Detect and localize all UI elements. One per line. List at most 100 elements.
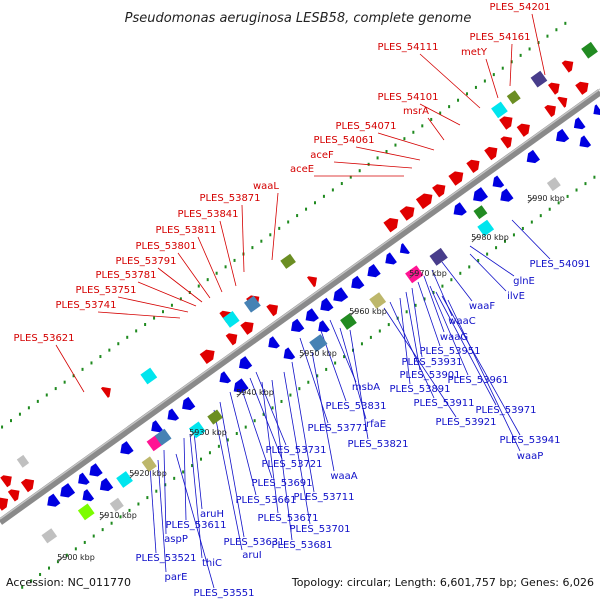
leader-line-reverse xyxy=(423,275,445,333)
reverse-gene-arrow xyxy=(291,318,305,332)
gc-dot-inner xyxy=(450,278,453,282)
gc-dot-outer xyxy=(81,367,84,371)
gc-dot-inner xyxy=(369,335,372,339)
forward-label-ples-54071: PLES_54071 xyxy=(335,121,396,132)
backbone-highlight xyxy=(0,88,600,520)
gc-dot-inner xyxy=(92,534,95,538)
gc-dot-outer xyxy=(36,399,39,403)
gc-dot-outer xyxy=(170,303,173,307)
gc-dot-outer xyxy=(349,175,352,179)
gc-dot-inner xyxy=(155,489,158,493)
forward-gene-arrow xyxy=(307,276,317,288)
gc-dot-inner xyxy=(217,444,220,448)
gc-dot-outer xyxy=(278,226,281,230)
cog-category-blocks xyxy=(16,41,598,544)
reverse-gene-arrow xyxy=(239,356,253,370)
gc-dot-outer xyxy=(385,149,388,153)
reverse-gene-arrow xyxy=(60,483,76,498)
reverse-label-msba: msbA xyxy=(352,382,380,393)
gc-dot-inner xyxy=(208,451,211,455)
gc-dot-outer xyxy=(18,412,21,416)
reverse-label-ples-53691: PLES_53691 xyxy=(251,478,312,489)
forward-gene-arrow xyxy=(466,159,480,173)
reverse-label-ples-53821: PLES_53821 xyxy=(347,439,408,450)
reverse-label-ples-53711: PLES_53711 xyxy=(293,492,354,503)
gc-dot-inner xyxy=(414,303,417,307)
leader-line-reverse xyxy=(441,295,521,436)
gc-dot-outer xyxy=(492,73,495,77)
gc-dot-outer xyxy=(394,143,397,147)
leader-line-forward xyxy=(271,192,279,261)
leader-line-reverse xyxy=(511,219,551,260)
reverse-label-ples-53941: PLES_53941 xyxy=(499,435,560,446)
cog-block xyxy=(309,334,328,352)
forward-gene-arrow xyxy=(399,206,415,221)
gc-dot-outer xyxy=(206,278,209,282)
reverse-gene-arrow xyxy=(151,420,163,433)
gc-dot-inner xyxy=(235,432,238,436)
gc-dot-inner xyxy=(74,547,77,551)
gc-dot-outer xyxy=(564,21,567,25)
reverse-label-ples-53901: PLES_53901 xyxy=(399,370,460,381)
gc-dot-outer xyxy=(1,425,4,429)
leader-line-reverse xyxy=(411,287,423,358)
leader-line-forward xyxy=(55,344,85,393)
gc-dot-outer xyxy=(483,79,486,83)
leader-line-forward xyxy=(241,204,245,273)
gc-dot-outer xyxy=(501,66,504,70)
reverse-gene-arrow xyxy=(556,128,570,143)
reverse-label-ples-53661: PLES_53661 xyxy=(235,495,296,506)
tick-label-5920-kbp: 5920 kbp xyxy=(129,469,167,478)
forward-gene-arrow xyxy=(240,321,254,335)
gc-dot-outer xyxy=(546,34,549,38)
tick-mark xyxy=(57,555,65,563)
gc-dot-outer xyxy=(465,92,468,96)
tick-mark xyxy=(349,309,357,317)
gc-dot-outer xyxy=(519,53,522,57)
gc-dot-outer xyxy=(117,342,120,346)
gc-dot-outer xyxy=(215,271,218,275)
forward-gene-arrow xyxy=(7,489,20,502)
leader-line-reverse xyxy=(261,381,279,514)
gc-dot-inner xyxy=(539,214,542,218)
forward-label-ples-53621: PLES_53621 xyxy=(13,333,74,344)
gc-dot-inner xyxy=(441,284,444,288)
gc-dot-outer xyxy=(153,316,156,320)
reverse-label-ples-54091: PLES_54091 xyxy=(529,259,590,270)
backbone-band xyxy=(0,89,600,525)
gc-dot-outer xyxy=(251,246,254,250)
reverse-label-ples-53721: PLES_53721 xyxy=(261,459,322,470)
forward-gene-arrow xyxy=(499,116,513,130)
forward-gene-arrow xyxy=(0,475,12,488)
reverse-label-ples-53631: PLES_53631 xyxy=(223,537,284,548)
tick-mark xyxy=(299,351,307,359)
gc-dot-inner xyxy=(387,323,390,327)
reverse-label-aspp: aspP xyxy=(164,534,188,545)
forward-gene-arrow xyxy=(383,218,399,233)
gc-dot-inner xyxy=(146,496,149,500)
forward-label-ples-54111: PLES_54111 xyxy=(377,42,438,53)
reverse-gene-arrow xyxy=(573,117,586,130)
reverse-label-pare: parE xyxy=(165,572,188,583)
leader-line-reverse xyxy=(441,261,473,302)
tick-label-5950-kbp: 5950 kbp xyxy=(299,349,337,358)
gc-dot-inner xyxy=(65,553,68,557)
forward-gene-arrow xyxy=(432,184,446,198)
forward-gene-arrow xyxy=(484,146,498,161)
cog-block xyxy=(530,70,548,88)
reverse-gene-arrow xyxy=(182,396,196,411)
gc-dot-inner xyxy=(182,470,185,474)
gc-dot-inner xyxy=(48,566,51,570)
gc-dot-outer xyxy=(99,355,102,359)
gc-dot-outer xyxy=(322,194,325,198)
leader-line-reverse xyxy=(429,285,469,376)
forward-gene-arrow xyxy=(100,387,111,398)
tick-label-5960-kbp: 5960 kbp xyxy=(349,307,387,316)
forward-gene-arrow xyxy=(548,82,560,95)
forward-gene-arrow xyxy=(20,478,35,493)
gc-dot-inner xyxy=(101,528,104,532)
reverse-gene-arrow xyxy=(492,175,505,188)
forward-label-ples-54161: PLES_54161 xyxy=(469,32,530,43)
forward-label-ples-54201: PLES_54201 xyxy=(489,2,550,13)
position-ticks: 5900 kbp 5910 kbp 5920 kbp 5930 kbp 5940 kbp… xyxy=(57,194,565,563)
